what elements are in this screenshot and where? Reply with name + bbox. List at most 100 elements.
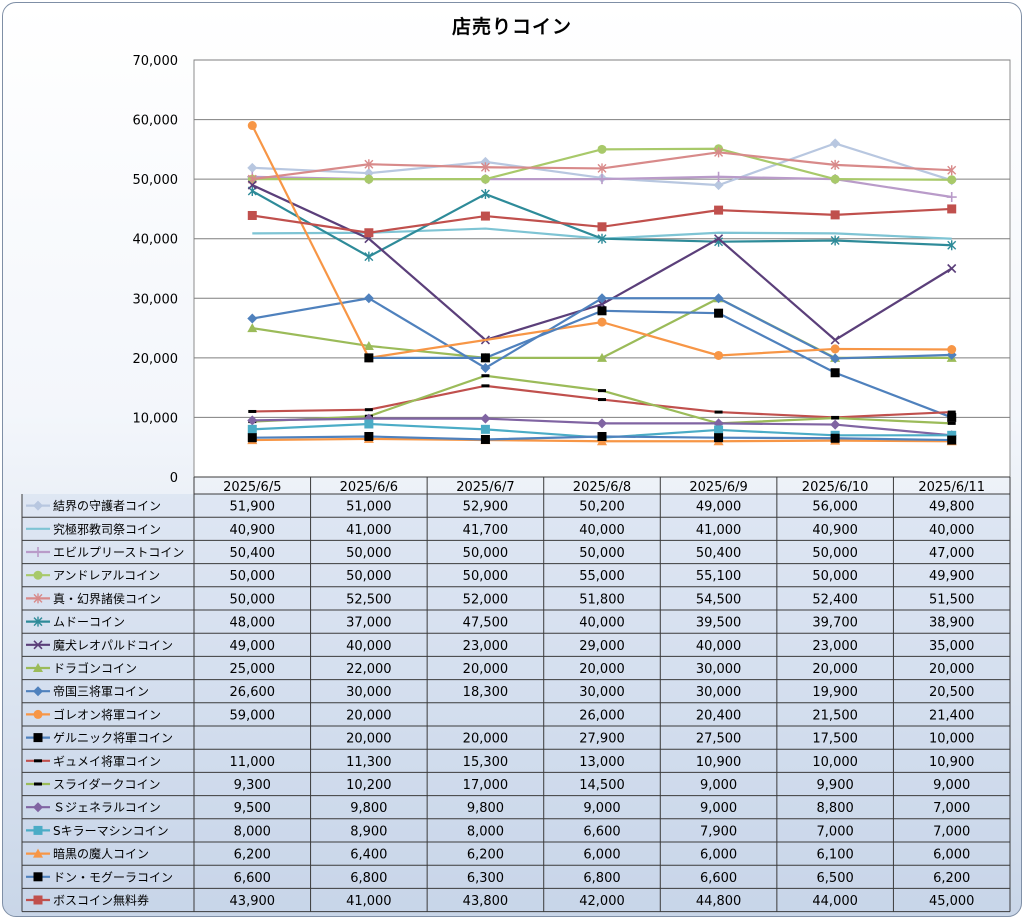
data-label: 42,000	[579, 894, 625, 909]
series-line	[247, 204, 957, 238]
marker-x	[947, 263, 957, 274]
data-label: 6,800	[583, 871, 620, 886]
data-label: 17,000	[463, 778, 509, 793]
marker-square	[714, 205, 724, 215]
data-label: 20,000	[463, 662, 509, 677]
marker-star	[714, 147, 724, 158]
series-line	[247, 293, 957, 373]
marker-square	[480, 211, 490, 221]
data-label: 6,600	[700, 871, 737, 886]
data-label: 6,000	[583, 848, 620, 863]
data-label: 44,800	[696, 894, 742, 909]
legend-label: スライダークコイン	[53, 777, 161, 792]
data-label: 21,500	[812, 708, 858, 723]
data-label: 30,000	[579, 685, 625, 700]
data-label: 10,900	[929, 755, 975, 770]
marker-square	[364, 419, 374, 429]
marker-square	[947, 204, 957, 214]
marker-circle	[364, 174, 374, 184]
data-label: 9,500	[234, 801, 271, 816]
series-line	[247, 186, 957, 262]
data-label: 20,000	[346, 708, 392, 723]
marker-square	[597, 431, 607, 441]
marker-square	[33, 895, 43, 905]
data-label: 14,500	[579, 778, 625, 793]
data-label: 50,200	[579, 500, 625, 515]
data-label: 6,100	[817, 848, 854, 863]
data-label: 20,000	[929, 662, 975, 677]
data-label: 8,900	[350, 824, 387, 839]
data-label: 50,400	[230, 546, 276, 561]
marker-square	[480, 353, 490, 363]
marker-circle	[830, 344, 840, 354]
data-label: 7,000	[817, 824, 854, 839]
data-label: 13,000	[579, 755, 625, 770]
data-label: 9,000	[700, 801, 737, 816]
data-label: 44,000	[812, 894, 858, 909]
data-label: 6,200	[234, 848, 271, 863]
y-tick-label: 0	[170, 471, 178, 486]
x-tick-label: 2025/6/11	[918, 480, 985, 495]
marker-diamond	[247, 313, 258, 324]
data-label: 6,200	[467, 848, 504, 863]
data-label: 9,800	[350, 801, 387, 816]
data-label: 20,000	[346, 732, 392, 747]
marker-star	[597, 163, 607, 174]
marker-diamond	[713, 180, 724, 191]
legend-label: ドン・モグーラコイン	[53, 870, 173, 884]
marker-diamond	[480, 362, 491, 373]
marker-circle	[597, 317, 607, 327]
marker-triangle	[33, 663, 43, 672]
data-label: 30,000	[346, 685, 392, 700]
data-label: 20,400	[696, 708, 742, 723]
marker-diamond	[247, 162, 258, 173]
data-label: 9,300	[234, 778, 271, 793]
marker-x	[247, 180, 257, 190]
data-label: 38,900	[929, 616, 975, 631]
data-label: 6,600	[234, 871, 271, 886]
marker-dash	[248, 409, 257, 413]
data-label: 6,000	[700, 848, 737, 863]
marker-x	[33, 640, 43, 650]
marker-square	[714, 425, 724, 435]
data-label: 49,900	[929, 569, 975, 584]
marker-star	[480, 189, 490, 200]
series-line	[247, 431, 957, 445]
data-label: 18,300	[463, 685, 509, 700]
data-label: 43,900	[230, 894, 276, 909]
marker-star	[830, 159, 840, 170]
marker-circle	[947, 175, 957, 185]
data-label: 52,000	[463, 592, 509, 607]
marker-x	[714, 234, 724, 244]
marker-square	[714, 433, 724, 443]
data-label: 50,000	[463, 569, 509, 584]
data-label: 9,800	[467, 801, 504, 816]
data-label: 20,000	[812, 662, 858, 677]
marker-star	[830, 235, 840, 246]
data-label: 49,800	[929, 500, 975, 515]
marker-dash	[34, 759, 42, 763]
marker-diamond	[33, 802, 43, 813]
data-label: 35,000	[929, 639, 975, 654]
marker-circle	[947, 345, 957, 355]
data-label: 23,000	[812, 639, 858, 654]
marker-diamond	[830, 419, 841, 430]
data-label: 15,300	[463, 755, 509, 770]
data-label: 6,200	[933, 871, 970, 886]
marker-diamond	[33, 686, 43, 697]
data-label: 7,000	[933, 801, 970, 816]
legend-label: 結界の守護者コイン	[53, 498, 161, 513]
legend-label: 暗黒の魔人コイン	[53, 846, 149, 861]
series-path	[251, 125, 952, 360]
marker-square	[830, 210, 840, 220]
data-label: 20,000	[463, 732, 509, 747]
data-label: 50,000	[346, 546, 392, 561]
series-line	[364, 306, 957, 422]
data-label: 45,000	[929, 894, 975, 909]
y-tick-label: 40,000	[133, 233, 179, 248]
data-label: 27,900	[579, 732, 625, 747]
marker-square	[597, 222, 607, 232]
data-label: 21,400	[929, 708, 975, 723]
x-tick-label: 2025/6/6	[340, 480, 398, 495]
data-label: 10,200	[346, 778, 392, 793]
